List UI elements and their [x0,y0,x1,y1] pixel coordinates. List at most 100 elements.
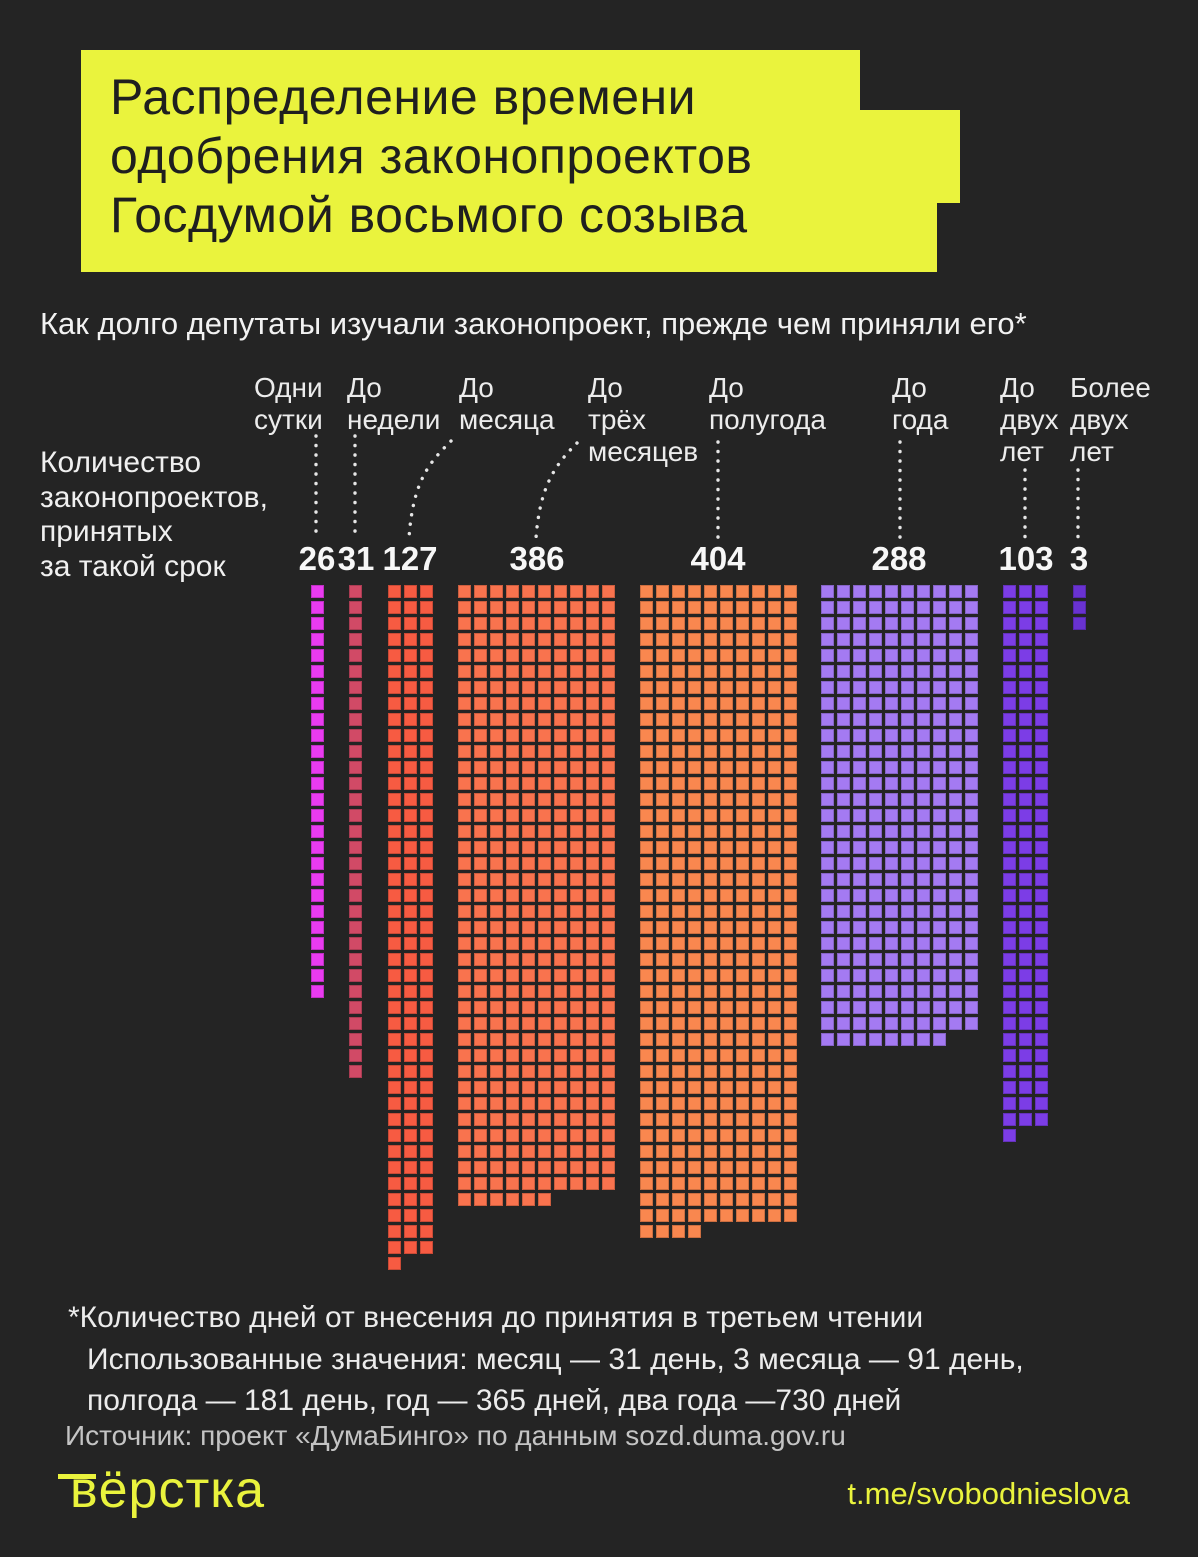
waffle-square [885,665,898,678]
waffle-square [933,841,946,854]
waffle-square [821,793,834,806]
waffle-square [586,1145,599,1158]
waffle-square [949,665,962,678]
waffle-square [736,1033,749,1046]
waffle-square [656,873,669,886]
waffle-square [768,745,781,758]
waffle-square [602,793,615,806]
waffle-square [1003,809,1016,822]
waffle-square [474,1145,487,1158]
waffle-square [720,745,733,758]
waffle-square [388,873,401,886]
waffle-square [885,585,898,598]
waffle-square [1035,1001,1048,1014]
waffle-square [458,633,471,646]
waffle-square [917,1033,930,1046]
waffle-square [736,585,749,598]
waffle-column-5 [640,585,797,1238]
waffle-square [688,1065,701,1078]
waffle-square [506,1161,519,1174]
waffle-square [554,985,567,998]
waffle-square [821,841,834,854]
waffle-square [586,1177,599,1190]
waffle-square [474,889,487,902]
waffle-square [688,1193,701,1206]
waffle-square [821,777,834,790]
waffle-square [736,905,749,918]
waffle-square [688,825,701,838]
waffle-square [736,617,749,630]
waffle-square [388,953,401,966]
waffle-square [752,1017,765,1030]
waffle-square [640,777,653,790]
waffle-square [821,585,834,598]
waffle-square [837,729,850,742]
waffle-square [837,1001,850,1014]
waffle-square [506,809,519,822]
waffle-square [720,905,733,918]
waffle-square [420,905,433,918]
waffle-square [349,905,362,918]
waffle-square [1003,1017,1016,1030]
waffle-square [458,1097,471,1110]
waffle-square [688,761,701,774]
waffle-square [672,873,685,886]
telegram-link[interactable]: t.me/svobodnieslova [847,1476,1130,1511]
waffle-square [640,1033,653,1046]
waffle-square [1003,953,1016,966]
verstka-logo: вёрстка [57,1461,266,1519]
waffle-square [885,905,898,918]
waffle-square [506,873,519,886]
waffle-square [704,601,717,614]
waffle-square [538,809,551,822]
waffle-square [1035,1033,1048,1046]
waffle-square [474,601,487,614]
waffle-square [917,937,930,950]
waffle-square [522,825,535,838]
waffle-square [656,617,669,630]
waffle-square [933,921,946,934]
waffle-square [474,1001,487,1014]
waffle-square [538,1145,551,1158]
waffle-square [965,617,978,630]
waffle-square [752,825,765,838]
waffle-square [458,985,471,998]
waffle-square [656,681,669,694]
waffle-square [506,761,519,774]
waffle-square [704,921,717,934]
waffle-square [311,937,324,950]
waffle-square [388,1129,401,1142]
category-count-2: 31 [337,540,375,577]
waffle-square [458,665,471,678]
waffle-square [404,777,417,790]
waffle-square [720,1017,733,1030]
waffle-square [885,921,898,934]
waffle-square [720,793,733,806]
waffle-square [1035,633,1048,646]
waffle-square [1035,793,1048,806]
waffle-square [474,585,487,598]
waffle-square [1073,585,1086,598]
waffle-square [656,761,669,774]
waffle-square [901,825,914,838]
waffle-square [570,601,583,614]
waffle-square [672,985,685,998]
waffle-square [458,873,471,886]
waffle-square [506,985,519,998]
waffle-square [672,921,685,934]
waffle-square [458,601,471,614]
waffle-square [752,969,765,982]
waffle-square [672,745,685,758]
waffle-square [672,1097,685,1110]
waffle-square [538,953,551,966]
waffle-square [506,921,519,934]
waffle-square [885,601,898,614]
waffle-square [404,1129,417,1142]
waffle-square [853,873,866,886]
waffle-square [522,969,535,982]
waffle-square [349,1033,362,1046]
waffle-square [1035,697,1048,710]
waffle-square [602,937,615,950]
waffle-square [640,889,653,902]
waffle-square [869,937,882,950]
